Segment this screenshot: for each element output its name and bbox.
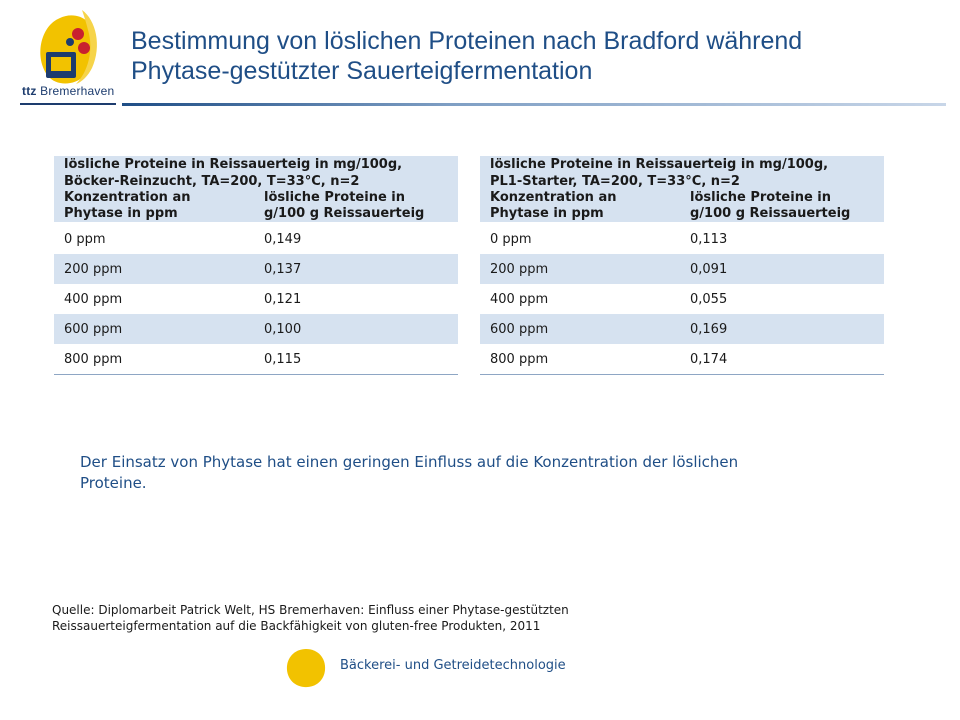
cell-protein: 0,100: [254, 314, 458, 344]
table-caption-row: lösliche Proteine in Reissauerteig in mg…: [480, 156, 884, 190]
column-header-protein: lösliche Proteine in g/100 g Reissauertei…: [254, 190, 458, 224]
table-row: 800 ppm 0,174: [480, 344, 884, 375]
table-row: 200 ppm 0,091: [480, 254, 884, 284]
protein-table-pl1: lösliche Proteine in Reissauerteig in mg…: [480, 156, 884, 375]
table-caption-row: lösliche Proteine in Reissauerteig in mg…: [54, 156, 458, 190]
conclusion-note: Der Einsatz von Phytase hat einen gering…: [80, 453, 739, 492]
cell-concentration: 0 ppm: [64, 231, 106, 247]
table-row: 400 ppm 0,121: [54, 284, 458, 314]
table-row: 0 ppm 0,113: [480, 223, 884, 254]
source-citation: Quelle: Diplomarbeit Patrick Welt, HS Br…: [52, 603, 569, 633]
cell-concentration: 200 ppm: [54, 254, 254, 284]
table-header-row: Konzentration an Phytase in ppm lösliche …: [54, 190, 458, 224]
table-row: 0 ppm 0,149: [54, 223, 458, 254]
cell-concentration: 400 ppm: [64, 291, 123, 307]
table-caption: lösliche Proteine in Reissauerteig in mg…: [480, 156, 884, 190]
cell-concentration: 0 ppm: [490, 231, 532, 247]
slide-title: Bestimmung von löslichen Proteinen nach …: [131, 27, 803, 85]
cell-protein: 0,174: [680, 344, 884, 375]
cell-concentration: 400 ppm: [490, 291, 549, 307]
cell-protein: 0,149: [264, 231, 302, 247]
yellow-circle-icon: [286, 649, 326, 688]
cell-concentration: 600 ppm: [480, 314, 680, 344]
cell-concentration: 600 ppm: [54, 314, 254, 344]
column-header-concentration: Konzentration an Phytase in ppm: [480, 190, 680, 224]
cell-protein: 0,169: [680, 314, 884, 344]
table-header-row: Konzentration an Phytase in ppm lösliche …: [480, 190, 884, 224]
column-header-concentration: Konzentration an Phytase in ppm: [54, 190, 254, 224]
cell-protein: 0,055: [690, 291, 728, 307]
footer-label: Bäckerei- und Getreidetechnologie: [340, 658, 566, 673]
table-row: 200 ppm 0,137: [54, 254, 458, 284]
logo-wordmark: ttz Bremerhaven: [22, 84, 115, 98]
cell-concentration: 800 ppm: [54, 344, 254, 375]
cell-protein: 0,137: [254, 254, 458, 284]
table-caption: lösliche Proteine in Reissauerteig in mg…: [54, 156, 458, 190]
cell-protein: 0,113: [690, 231, 728, 247]
cell-protein: 0,121: [264, 291, 302, 307]
table-row: 600 ppm 0,100: [54, 314, 458, 344]
title-divider: [122, 103, 946, 106]
protein-table-boecker: lösliche Proteine in Reissauerteig in mg…: [54, 156, 458, 375]
table-row: 600 ppm 0,169: [480, 314, 884, 344]
cell-protein: 0,115: [254, 344, 458, 375]
column-header-protein: lösliche Proteine in g/100 g Reissauertei…: [680, 190, 884, 224]
ttz-logo-icon: [40, 10, 97, 84]
table-row: 800 ppm 0,115: [54, 344, 458, 375]
cell-concentration: 200 ppm: [480, 254, 680, 284]
logo-underline: [20, 103, 116, 105]
cell-protein: 0,091: [680, 254, 884, 284]
cell-concentration: 800 ppm: [480, 344, 680, 375]
table-row: 400 ppm 0,055: [480, 284, 884, 314]
